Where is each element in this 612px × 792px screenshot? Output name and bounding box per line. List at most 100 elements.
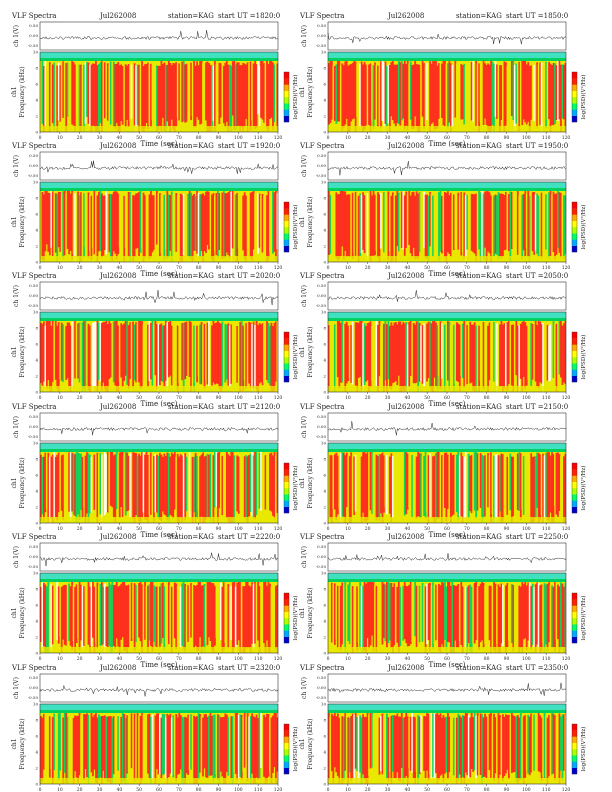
spectrogram-column xyxy=(74,193,76,262)
spectrogram-column xyxy=(399,586,402,646)
spectrogram-column xyxy=(496,716,498,781)
spectrogram-column xyxy=(205,62,207,121)
spectrogram-column xyxy=(384,61,387,124)
time-tick-label: 120 xyxy=(274,787,283,792)
spectrogram-column xyxy=(206,61,209,132)
spectrogram-column xyxy=(205,455,207,520)
spectrogram-column xyxy=(466,194,469,250)
spectrogram-column xyxy=(130,322,133,392)
spectrogram-column xyxy=(421,582,424,642)
spectrogram-column xyxy=(473,583,476,644)
spectrogram-column xyxy=(251,713,254,774)
spectrogram-column xyxy=(423,63,425,129)
spectrogram-column xyxy=(435,584,437,641)
spectrogram-column xyxy=(521,60,524,126)
spectrogram-column xyxy=(102,60,105,127)
spectrogram-column xyxy=(330,60,333,120)
spectrogram-column xyxy=(336,194,339,261)
spectrogram-column xyxy=(527,61,530,122)
spectrogram-column xyxy=(231,61,234,116)
spectrogram-column xyxy=(409,716,412,771)
spectrogram-column xyxy=(479,713,482,775)
spectrogram-column xyxy=(145,191,148,262)
spectrogram-column xyxy=(554,323,556,386)
spectrogram-column xyxy=(487,191,489,252)
spectrogram-column xyxy=(257,325,259,392)
spectrogram-column xyxy=(203,62,206,120)
time-tick-label: 80 xyxy=(484,787,490,792)
waveform-tick-label: 0.00 xyxy=(29,424,38,429)
spectrogram-column xyxy=(254,581,256,644)
spectrogram-column xyxy=(124,451,127,516)
spectrogram-column xyxy=(365,716,367,784)
spectrogram-column xyxy=(148,713,151,778)
waveform-frame xyxy=(327,151,567,181)
spectrogram-column xyxy=(100,61,103,132)
spectrogram-column xyxy=(219,191,222,256)
spectrogram-column xyxy=(108,193,111,253)
spectrogram-column xyxy=(528,324,531,384)
spectrogram-column xyxy=(50,712,53,769)
spectrogram-column xyxy=(365,64,367,126)
spectrogram-column xyxy=(341,451,344,517)
spectrogram-column xyxy=(188,63,191,132)
spectrogram-panel: VLF Spectra Jul262008 station=KAG start UT … xyxy=(299,664,587,792)
waveform-tick-label: 0.50 xyxy=(317,544,326,549)
waveform-ylabel: ch 1(V) xyxy=(13,155,20,177)
spectrogram-low-band xyxy=(328,386,566,392)
spectrogram-column xyxy=(536,325,539,387)
spectrogram-column xyxy=(451,193,454,258)
spectrogram-column xyxy=(351,321,354,385)
frequency-tick-label: 2 xyxy=(323,505,326,510)
spectrogram-column xyxy=(469,455,472,512)
spectrogram-column xyxy=(251,323,254,392)
spectrogram-column xyxy=(506,715,509,770)
time-tick-label: 50 xyxy=(424,265,430,271)
spectrogram-column xyxy=(381,323,384,388)
time-tick-label: 20 xyxy=(77,787,83,792)
time-tick-label: 30 xyxy=(97,135,103,141)
time-tick-label: 40 xyxy=(404,526,410,532)
colorbar-swatch xyxy=(284,618,289,625)
spectrogram-column xyxy=(402,190,405,250)
spectrogram-column xyxy=(87,714,90,784)
spectrogram-column xyxy=(103,715,106,779)
spectrogram-column xyxy=(390,322,393,390)
spectrogram-column xyxy=(159,65,161,126)
frequency-tick-label: 4 xyxy=(323,750,326,755)
spectrogram-panel: VLF Spectra Jul262008 station=KAG start UT … xyxy=(11,12,299,148)
spectrogram-column xyxy=(433,61,436,131)
colorbar-swatch xyxy=(572,488,577,495)
spectrogram-column xyxy=(166,582,169,641)
spectrogram-column xyxy=(380,586,382,645)
spectrogram-column xyxy=(418,322,421,382)
spectrogram-column xyxy=(84,714,87,769)
spectrogram-column xyxy=(151,452,154,516)
spectrogram-column xyxy=(179,322,182,382)
channel-label: ch1 xyxy=(299,477,306,488)
spectrogram-column xyxy=(89,586,91,653)
spectrogram-column xyxy=(363,581,366,651)
spectrogram-column xyxy=(542,453,544,523)
spectrogram-column xyxy=(194,65,197,128)
spectrogram-column xyxy=(528,453,531,522)
spectrogram-column xyxy=(144,64,146,129)
spectrogram-column xyxy=(147,62,149,129)
spectrogram-column xyxy=(380,325,382,384)
spectrogram-column xyxy=(353,60,356,119)
spectrogram-column xyxy=(491,715,494,783)
spectrogram-column xyxy=(350,586,353,653)
spectrogram-image xyxy=(40,182,278,262)
spectrogram-low-band xyxy=(40,778,278,784)
waveform-tick-label: 0.00 xyxy=(317,293,326,298)
spectrogram-column xyxy=(536,193,539,254)
colorbar-swatch xyxy=(572,220,577,228)
spectrogram-column xyxy=(551,194,553,259)
time-tick-label: 100 xyxy=(522,135,531,141)
spectrogram-column xyxy=(391,325,394,384)
spectrogram-column xyxy=(100,193,103,258)
spectrogram-column xyxy=(240,65,243,128)
spectrogram-column xyxy=(543,455,546,523)
spectrogram-upper-band xyxy=(328,710,566,713)
spectrogram-column xyxy=(90,712,93,773)
